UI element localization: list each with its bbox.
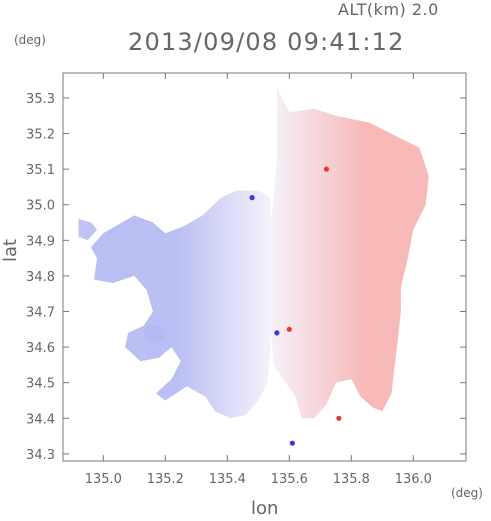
x-tick-label: 136.0	[395, 472, 432, 487]
velocity-hotspot-negative	[249, 195, 255, 201]
plot-frame	[62, 72, 467, 462]
velocity-region-negative	[90, 190, 271, 419]
velocity-region-negative	[143, 325, 166, 344]
velocity-hotspot-positive	[286, 326, 292, 332]
y-tick-label: 35.1	[26, 163, 55, 178]
altitude-label: ALT(km) 2.0	[338, 0, 439, 19]
x-tick-label: 135.2	[147, 472, 184, 487]
y-tick-label: 35.2	[26, 128, 55, 143]
x-axis-label: lon	[251, 498, 279, 519]
x-tick-label: 135.0	[85, 472, 122, 487]
chart-timestamp-title: 2013/09/08 09:41:12	[128, 28, 405, 56]
axis-ticks: 135.0 135.2 135.4 135.6 135.8 136.0 34.3 34.4 34…	[26, 73, 466, 487]
y-tick-label: 34.4	[26, 412, 55, 427]
velocity-region-negative	[78, 218, 98, 241]
velocity-field	[78, 87, 429, 419]
velocity-hotspots	[249, 166, 342, 446]
velocity-hotspot-positive	[323, 166, 330, 172]
x-tick-label: 135.8	[333, 472, 370, 487]
y-tick-label: 34.9	[26, 234, 55, 249]
y-tick-label: 34.7	[26, 305, 55, 320]
velocity-hotspot-negative	[289, 440, 295, 446]
x-tick-label: 135.4	[209, 472, 246, 487]
y-tick-label: 34.8	[26, 270, 55, 285]
y-tick-label: 35.0	[26, 199, 55, 214]
x-tick-label: 135.6	[271, 472, 308, 487]
velocity-hotspot-positive	[336, 415, 342, 421]
y-tick-label: 34.3	[26, 448, 55, 463]
x-axis-unit: (deg)	[451, 486, 483, 500]
velocity-hotspot-negative	[274, 330, 280, 336]
y-axis-unit: (deg)	[14, 33, 46, 47]
y-tick-label: 34.6	[26, 341, 55, 356]
y-tick-label: 35.3	[26, 92, 55, 107]
velocity-region-positive	[270, 87, 429, 419]
y-tick-label: 34.5	[26, 377, 55, 392]
